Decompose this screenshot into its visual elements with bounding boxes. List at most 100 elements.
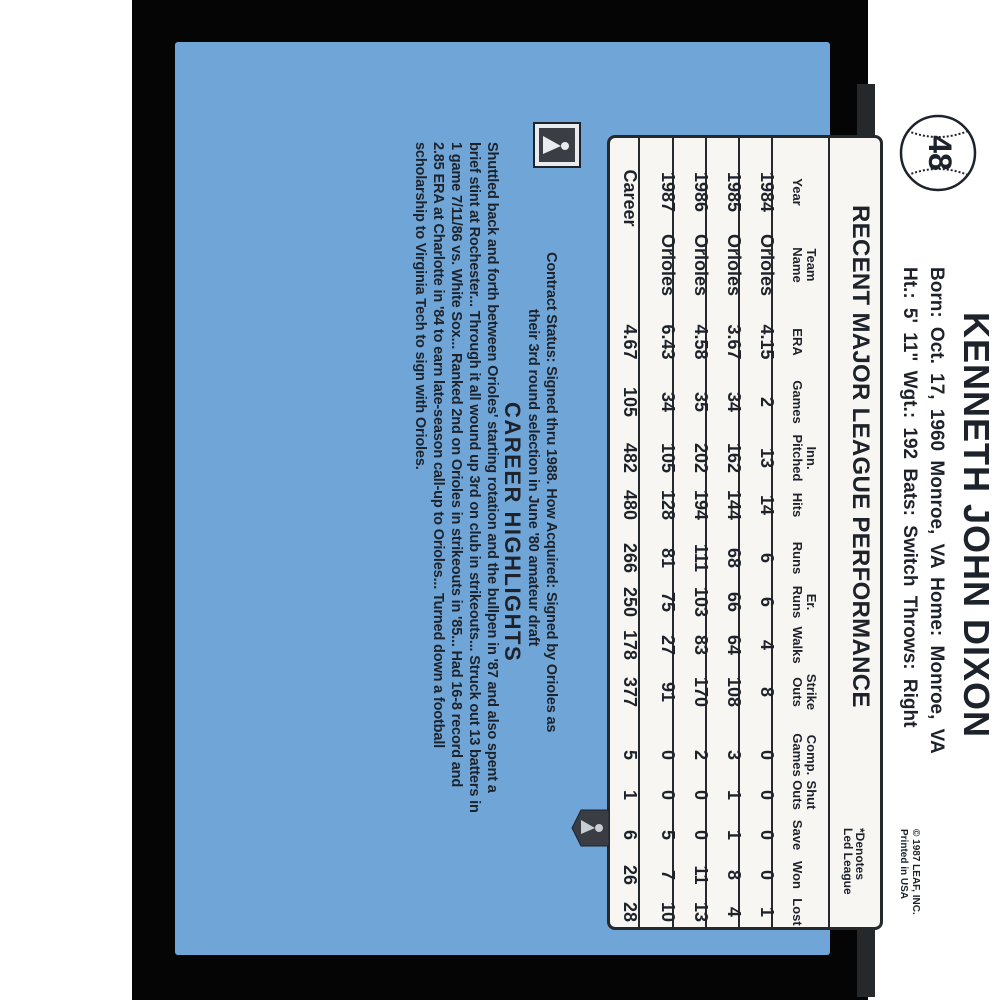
table-cell: 14 xyxy=(757,494,777,516)
career-highlights-heading: CAREER HIGHLIGHTS xyxy=(500,402,525,663)
table-cell: 105 xyxy=(620,386,640,418)
table-cell: 1 xyxy=(620,789,640,801)
table-rule xyxy=(638,138,640,927)
table-cell: 162 xyxy=(724,442,744,474)
column-header: Team xyxy=(804,248,819,282)
column-header: Pitched xyxy=(790,434,805,482)
table-cell: 28 xyxy=(620,901,640,923)
table-cell: 4.15 xyxy=(757,324,777,360)
table-cell: 10 xyxy=(658,901,678,923)
column-header: Shut xyxy=(804,780,819,810)
table-cell: 3.67 xyxy=(724,324,744,360)
table-cell: 0 xyxy=(757,749,777,761)
column-header: ERA xyxy=(790,328,805,356)
baseball-icon: 48 xyxy=(898,113,978,193)
column-header: Runs xyxy=(790,585,805,619)
table-cell: 377 xyxy=(620,676,640,708)
table-cell: 1987 xyxy=(658,171,678,213)
led-league-note: *Denotes Led League xyxy=(841,828,867,895)
table-cell: 35 xyxy=(691,391,711,413)
table-cell: 8 xyxy=(757,686,777,698)
column-header: Strike xyxy=(804,673,819,711)
table-cell: 4.67 xyxy=(620,324,640,360)
table-cell: 103 xyxy=(691,586,711,618)
table-cell: 5 xyxy=(658,829,678,841)
table-cell: 108 xyxy=(724,676,744,708)
table-cell: 1 xyxy=(757,906,777,918)
table-cell: 2 xyxy=(757,396,777,408)
table-cell: 2 xyxy=(691,749,711,761)
table-cell: 1985 xyxy=(724,171,744,213)
table-cell: 170 xyxy=(691,676,711,708)
table-cell: 27 xyxy=(658,634,678,656)
table-cell: 0 xyxy=(757,869,777,881)
table-cell: 6.43 xyxy=(658,324,678,360)
table-cell: 0 xyxy=(658,789,678,801)
table-cell: 194 xyxy=(691,489,711,521)
table-cell: 6 xyxy=(757,552,777,564)
table-cell: 1 xyxy=(724,789,744,801)
column-header: Games xyxy=(790,733,805,777)
table-cell: 178 xyxy=(620,629,640,661)
table-cell: 1986 xyxy=(691,171,711,213)
table-cell: 144 xyxy=(724,489,744,521)
column-header: Walks xyxy=(790,626,805,664)
table-cell: 68 xyxy=(724,547,744,569)
table-cell: 1984 xyxy=(757,171,777,213)
table-cell: 5 xyxy=(620,749,640,761)
table-cell: 34 xyxy=(724,391,744,413)
table-cell: 4 xyxy=(724,906,744,918)
column-header: Hits xyxy=(790,492,805,518)
table-cell: 26 xyxy=(620,864,640,886)
table-cell: 250 xyxy=(620,586,640,618)
contract-line-2: their 3rd round selection in June '80 am… xyxy=(525,309,541,647)
table-cell: 480 xyxy=(620,489,640,521)
card-number: 48 xyxy=(922,135,958,171)
mlb-logo xyxy=(533,122,581,168)
table-cell: Orioles xyxy=(658,233,678,297)
table-cell: 66 xyxy=(724,591,744,613)
bio-line-1: Born: Oct. 17, 1960 Monroe, VA Home: Mon… xyxy=(926,267,947,754)
column-header: Won xyxy=(790,861,805,889)
mlbpa-logo xyxy=(571,806,611,850)
table-cell: 0 xyxy=(757,829,777,841)
table-cell: 64 xyxy=(724,634,744,656)
table-cell: 266 xyxy=(620,542,640,574)
table-cell: 482 xyxy=(620,442,640,474)
column-header: Lost xyxy=(790,898,805,926)
table-cell: Orioles xyxy=(724,233,744,297)
table-rule xyxy=(828,138,830,927)
highlight-line: 2.85 ERA at Charlotte in '84 to earn lat… xyxy=(430,142,446,749)
table-cell: 0 xyxy=(691,789,711,801)
table-cell: 6 xyxy=(620,829,640,841)
highlight-line: 1 game 7/11/86 vs. White Sox... Ranked 2… xyxy=(448,142,464,788)
column-header: Inn. xyxy=(804,446,819,470)
stats-title: RECENT MAJOR LEAGUE PERFORMANCE xyxy=(847,205,874,708)
column-header: Outs xyxy=(790,677,805,707)
player-name: KENNETH JOHN DIXON xyxy=(956,312,997,739)
table-cell: 1 xyxy=(724,829,744,841)
table-cell: 111 xyxy=(691,543,711,573)
table-cell: 6 xyxy=(757,596,777,608)
highlight-line: scholarship to Virginia Tech to sign wit… xyxy=(412,142,428,470)
table-cell: 7 xyxy=(658,869,678,881)
table-cell: 13 xyxy=(757,447,777,469)
column-header: Year xyxy=(790,178,805,206)
copyright: © 1987 LEAF, INC. Printed in USA xyxy=(897,829,921,915)
table-cell: 105 xyxy=(658,442,678,474)
note-line: *Denotes xyxy=(853,828,867,881)
table-cell: 34 xyxy=(658,391,678,413)
table-cell: 202 xyxy=(691,442,711,474)
contract-line-1: Contract Status: Signed thru 1988. How A… xyxy=(543,252,559,733)
table-cell: 0 xyxy=(691,829,711,841)
column-header: Outs xyxy=(790,780,805,810)
table-cell: 81 xyxy=(658,547,678,569)
table-cell: 0 xyxy=(757,789,777,801)
table-cell: 128 xyxy=(658,489,678,521)
column-header: Name xyxy=(790,247,805,283)
column-header: Games xyxy=(790,380,805,424)
card-content: 48 KENNETH JOHN DIXON Born: Oct. 17, 196… xyxy=(350,84,1000,997)
table-cell: 11 xyxy=(691,865,711,885)
table-cell: Career xyxy=(620,169,640,227)
table-cell: 0 xyxy=(658,749,678,761)
